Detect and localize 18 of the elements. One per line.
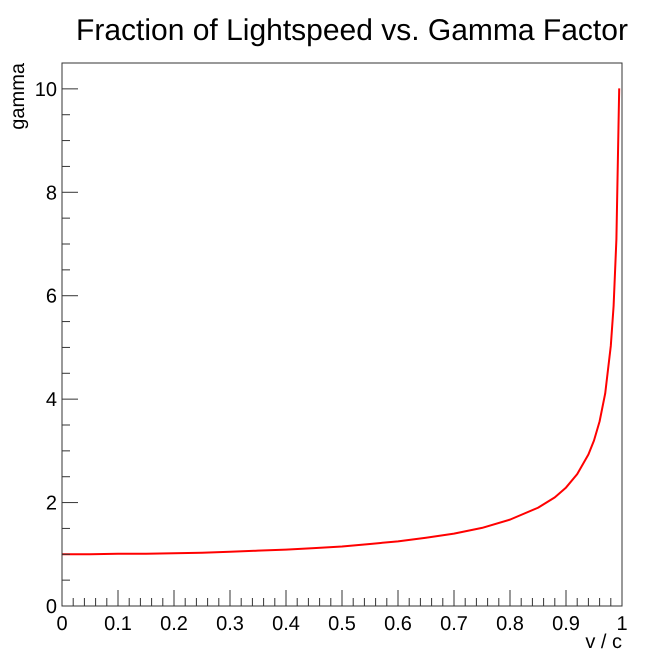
x-tick-label: 0.9: [552, 613, 580, 635]
y-tick-label: 2: [46, 492, 57, 515]
chart-title: Fraction of Lightspeed vs. Gamma Factor: [76, 14, 628, 47]
y-tick-label: 10: [34, 78, 57, 101]
line-series: [61, 87, 620, 556]
x-tick-label: 0.2: [160, 613, 188, 635]
y-tick-label: 6: [46, 286, 57, 308]
y-axis-title: gamma: [7, 62, 29, 130]
x-tick-label: 0.5: [328, 613, 356, 635]
y-tick-label: 8: [46, 182, 57, 204]
x-tick-label: 0.7: [440, 613, 468, 635]
x-tick-label: 0.4: [272, 613, 300, 635]
y-tick-label: 0: [46, 596, 57, 618]
y-tick-label: 4: [46, 389, 57, 412]
x-tick-label: 0.1: [104, 613, 132, 635]
x-tick-label: 0.6: [384, 613, 412, 635]
x-tick-label: 0.8: [496, 613, 524, 635]
x-tick-label: 0.3: [216, 613, 244, 635]
